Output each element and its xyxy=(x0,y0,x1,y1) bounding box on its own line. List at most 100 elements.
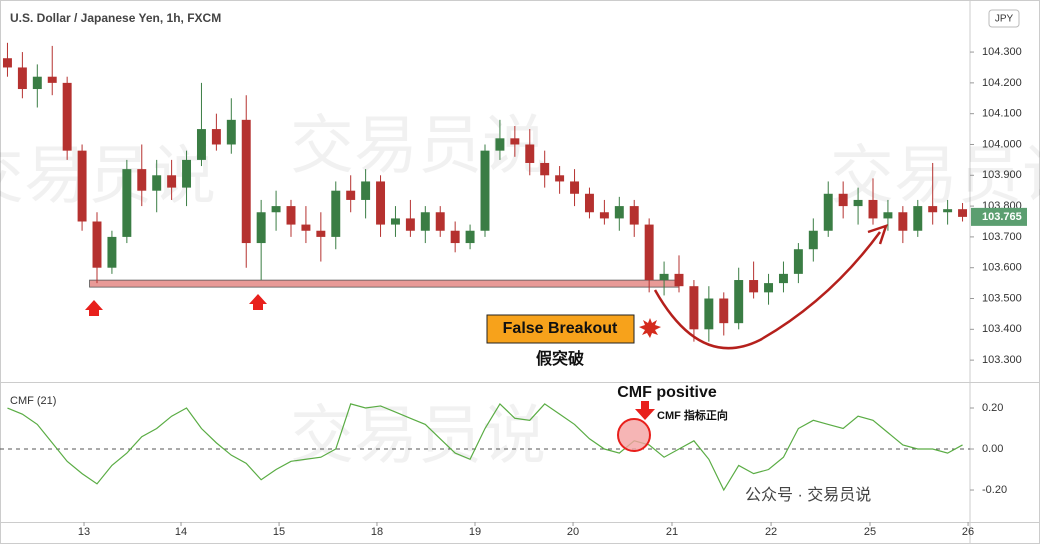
support-zone xyxy=(89,279,680,288)
candle-body xyxy=(898,212,908,231)
y-tick-label: 103.700 xyxy=(982,231,1022,243)
burst-icon xyxy=(639,318,661,338)
candle-body xyxy=(883,212,893,219)
candle-body xyxy=(152,175,162,191)
x-tick-label: 14 xyxy=(175,526,187,538)
candle-body xyxy=(256,212,266,244)
candle-body xyxy=(226,119,236,145)
false-breakout-label: False Breakout xyxy=(503,320,618,337)
candle-body xyxy=(465,230,475,244)
cmf-line xyxy=(7,402,963,492)
x-tick-label: 21 xyxy=(666,526,678,538)
y-tick-label: 0.00 xyxy=(982,443,1003,455)
currency-badge xyxy=(988,9,1020,28)
candle-body xyxy=(868,199,878,219)
cmf-positive-label: CMF positive xyxy=(617,384,717,401)
false-breakout-cn: 假突破 xyxy=(536,349,584,368)
candle-body xyxy=(943,209,953,213)
candle-body xyxy=(62,82,72,151)
candle-body xyxy=(301,224,311,231)
candle-body xyxy=(853,199,863,207)
candle-body xyxy=(137,169,147,191)
candle-body xyxy=(17,67,27,90)
y-tick-label: 104.000 xyxy=(982,138,1022,150)
arrow-up xyxy=(249,294,267,310)
arrow-down xyxy=(635,401,655,420)
x-tick-label: 13 xyxy=(78,526,90,538)
arrow-up xyxy=(85,300,103,316)
candle-body xyxy=(331,190,341,237)
price-tag-label: 103.765 xyxy=(982,211,1022,223)
candle-body xyxy=(286,206,296,225)
y-tick-label: 103.300 xyxy=(982,354,1022,366)
y-tick-label: 104.300 xyxy=(982,46,1022,58)
candle-body xyxy=(674,273,684,287)
candle-body xyxy=(211,129,221,145)
y-tick-label: 0.20 xyxy=(982,402,1003,414)
cmf-positive-cn: CMF 指标正向 xyxy=(657,408,728,422)
candle-body xyxy=(420,212,430,231)
x-tick-label: 19 xyxy=(469,526,481,538)
indicator-title: CMF (21) xyxy=(10,395,56,407)
candle-body xyxy=(644,224,654,281)
candle-body xyxy=(913,206,923,231)
highlight-circle xyxy=(617,418,651,452)
candle-body xyxy=(614,206,624,219)
candle-body xyxy=(793,249,803,274)
candle-body xyxy=(107,236,117,268)
candle-body xyxy=(376,181,386,225)
watermark: 交易员说 xyxy=(0,140,216,214)
candle-body xyxy=(958,209,968,217)
curve-arrow xyxy=(653,231,882,350)
candle-body xyxy=(361,181,371,200)
y-tick-label: 103.400 xyxy=(982,323,1022,335)
x-tick-label: 26 xyxy=(962,526,974,538)
watermark: 交易员说 xyxy=(290,110,546,184)
candle-body xyxy=(734,280,744,324)
candle-body xyxy=(346,190,356,200)
candle-body xyxy=(584,193,594,213)
candle-body xyxy=(719,298,729,324)
candle-body xyxy=(659,273,669,281)
y-tick-label: 104.100 xyxy=(982,108,1022,120)
y-tick-label: 103.900 xyxy=(982,169,1022,181)
watermark: 交易员说 xyxy=(290,400,546,474)
y-tick-label: 103.600 xyxy=(982,262,1022,274)
arrow-head xyxy=(867,224,888,245)
candle-body xyxy=(167,175,177,188)
candle-body xyxy=(704,298,714,330)
candle-body xyxy=(629,206,639,225)
candle-body xyxy=(32,76,42,90)
candle-body xyxy=(435,212,445,231)
candle-body xyxy=(555,175,565,182)
candle-body xyxy=(77,150,87,222)
candle-body xyxy=(241,119,251,244)
y-tick-label: 103.500 xyxy=(982,292,1022,304)
annotations: False Breakout 假突破 CMF positive CMF 指标正向… xyxy=(85,224,888,504)
candle-body xyxy=(540,162,550,176)
chart-title: U.S. Dollar / Japanese Yen, 1h, FXCM xyxy=(10,11,221,25)
x-tick-label: 15 xyxy=(273,526,285,538)
candle-body xyxy=(599,212,609,219)
candle-body xyxy=(689,286,699,330)
y-tick-label: -0.20 xyxy=(982,484,1007,496)
candle-body xyxy=(405,218,415,231)
x-tick-label: 25 xyxy=(864,526,876,538)
price-tag xyxy=(971,207,1027,226)
credit: 公众号 · 交易员说 xyxy=(745,486,871,504)
candle-body xyxy=(450,230,460,244)
candle-body xyxy=(764,283,774,293)
candle-body xyxy=(271,206,281,213)
candle-body xyxy=(196,129,206,160)
candle-body xyxy=(570,181,580,194)
candle-body xyxy=(525,144,535,163)
candle-body xyxy=(2,58,12,68)
y-tick-label: 104.200 xyxy=(982,77,1022,89)
candle-body xyxy=(92,221,102,268)
currency: JPY xyxy=(995,14,1014,25)
x-tick-label: 20 xyxy=(567,526,579,538)
candle-body xyxy=(316,230,326,237)
false-breakout-box xyxy=(486,314,635,344)
x-tick-label: 22 xyxy=(765,526,777,538)
